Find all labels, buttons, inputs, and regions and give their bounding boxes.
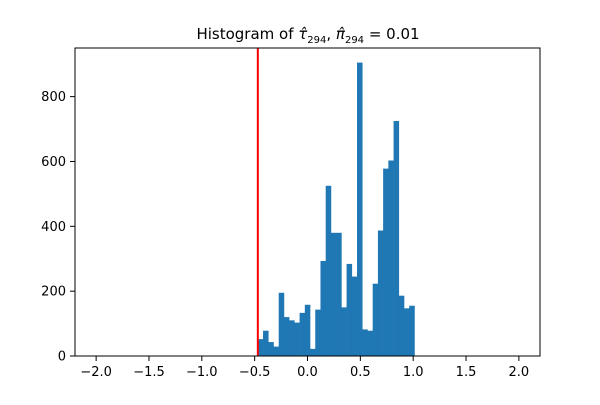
histogram-bar: [315, 309, 321, 356]
title-sub-tau: 294: [307, 35, 326, 46]
histogram-bar: [388, 160, 394, 356]
x-tick-label: 0.0: [297, 365, 318, 380]
x-tick-label: 1.5: [456, 365, 477, 380]
histogram-bar: [278, 292, 285, 356]
title-suffix: = 0.01: [364, 25, 420, 43]
histogram-bar: [268, 342, 274, 356]
histogram-bar: [404, 308, 410, 356]
histogram-bar: [341, 307, 347, 356]
y-tick-label: 800: [41, 90, 66, 105]
histogram-bar: [377, 230, 384, 356]
histogram-bar: [367, 330, 373, 356]
histogram-bar: [372, 283, 379, 356]
histogram-bar: [263, 330, 269, 356]
x-tick-label: −1.0: [186, 365, 218, 380]
x-tick-label: 0.5: [350, 365, 371, 380]
x-tick-label: 1.0: [403, 365, 424, 380]
histogram-bar: [283, 317, 290, 356]
title-var-pi: π̂: [336, 25, 346, 43]
histogram-bar: [346, 263, 353, 356]
bars-layer: [257, 62, 415, 357]
x-tick-label: −2.0: [80, 365, 112, 380]
title-separator: ,: [326, 25, 336, 43]
title-sub-pi: 294: [345, 35, 364, 46]
histogram-bar: [299, 312, 306, 356]
histogram-bar: [320, 261, 326, 356]
histogram-bar: [325, 185, 332, 356]
histogram-bar: [383, 168, 389, 356]
title-var-tau: τ̂: [298, 25, 308, 43]
x-tick-label: −1.5: [133, 365, 165, 380]
histogram-bar: [351, 276, 358, 356]
histogram-bar: [362, 329, 368, 356]
histogram-bar: [294, 322, 300, 356]
histogram-bar: [273, 346, 280, 356]
histogram-bar: [398, 295, 405, 356]
histogram-bar: [330, 232, 337, 356]
histogram-bar: [393, 120, 400, 356]
x-tick-label: −0.5: [239, 365, 271, 380]
y-tick-label: 200: [41, 285, 66, 300]
chart-title: Histogram of τ̂294, π̂294 = 0.01: [196, 25, 419, 46]
histogram-bar: [289, 320, 295, 356]
histogram-bar: [357, 62, 363, 357]
y-tick-label: 0: [58, 350, 66, 365]
histogram-bar: [310, 348, 316, 356]
title-prefix: Histogram of: [196, 25, 298, 43]
x-tick-label: 2.0: [509, 365, 530, 380]
histogram-bar: [409, 305, 415, 356]
histogram-bar: [336, 232, 342, 356]
histogram-bar: [304, 304, 311, 356]
y-tick-label: 600: [41, 155, 66, 170]
y-tick-label: 400: [41, 220, 66, 235]
axes-layer: −2.0 −1.5 −1.0 −0.5 0.0 0.5 1.0 1.5 2.0 0 200 400 60…: [41, 47, 541, 380]
histogram-bar: [257, 339, 264, 356]
